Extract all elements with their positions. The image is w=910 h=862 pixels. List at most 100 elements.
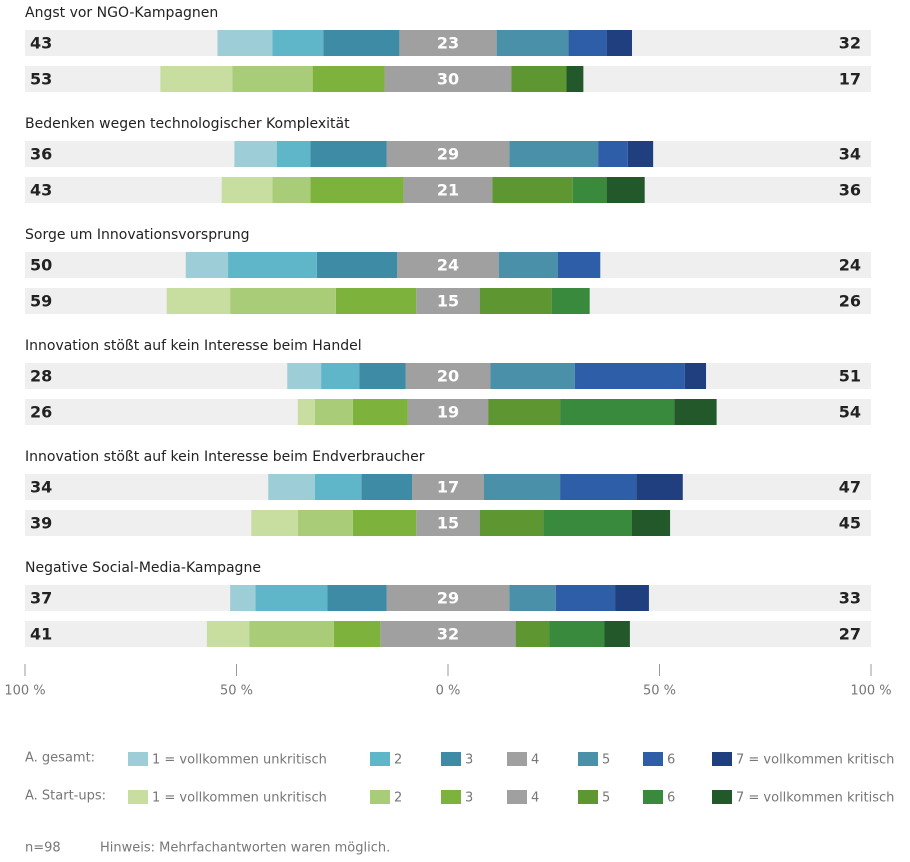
legend-label: 6 [667,791,675,806]
bar-segment [515,621,550,647]
right-total: 32 [839,34,861,53]
neutral-label: 19 [437,403,459,422]
bar-segment [287,363,322,389]
bar-segment [572,177,607,203]
neutral-label: 17 [437,478,459,497]
category-title: Sorge um Innovationsvorsprung [25,227,249,243]
bar-segment [555,585,616,611]
bar-segment [483,474,561,500]
right-total: 54 [839,403,861,422]
legend-swatch [712,752,732,766]
bar-segment [416,510,480,536]
bar-segment [560,399,675,425]
bar-segment [551,288,590,314]
bar-segment [276,141,311,167]
bar-segment [314,474,362,500]
bar-segment [488,399,561,425]
legend-label: 2 [394,753,402,768]
neutral-label: 15 [437,514,459,533]
bar-segment [498,252,558,278]
neutral-label: 15 [437,292,459,311]
bar-segment [496,30,569,56]
right-total: 34 [839,145,861,164]
category-title: Negative Social-Media-Kampagne [25,560,261,576]
bar-segment [221,177,273,203]
x-tick-label: 100 % [850,684,891,699]
bar-segment [386,141,510,167]
bar-segment [674,399,717,425]
bar-segment [232,66,313,92]
left-total: 28 [30,367,52,386]
left-total: 36 [30,145,52,164]
legend-swatch [370,790,390,804]
bar-segment [323,30,400,56]
neutral-label: 29 [437,589,459,608]
bar-segment [310,141,387,167]
left-total: 43 [30,181,52,200]
bar-segment [479,288,552,314]
bar-segment [566,66,584,92]
neutral-label: 29 [437,145,459,164]
bar-segment [297,510,353,536]
legend-group: A. gesamt: [25,751,95,766]
legend-group: A. Start-ups: [25,789,106,804]
bar-segment [543,510,633,536]
neutral-label: 30 [437,70,459,89]
bar-segment [574,363,685,389]
left-total: 41 [30,625,52,644]
legend-label: 1 = vollkommen unkritisch [152,791,327,806]
bar-segment [361,474,413,500]
right-total: 36 [839,181,861,200]
neutral-label: 23 [437,34,459,53]
x-tick-label: 100 % [4,684,45,699]
bar-segment [327,585,387,611]
legend-swatch [128,752,148,766]
bar-segment [492,177,573,203]
legend-label: 5 [602,753,610,768]
bar-segment [509,585,556,611]
legend-swatch [370,752,390,766]
bar-segment [380,621,516,647]
bar-segment [557,252,601,278]
legend-swatch [441,752,461,766]
legend-swatch [128,790,148,804]
bar-segment [412,474,484,500]
x-tick-label: 50 % [643,684,676,699]
bar-segment [636,474,683,500]
bar-segment [297,399,315,425]
right-total: 33 [839,589,861,608]
category-title: Innovation stößt auf kein Interesse beim… [25,338,362,354]
neutral-label: 24 [437,256,459,275]
bar-segment [615,585,649,611]
legend-label: 2 [394,791,402,806]
bar-segment [206,621,250,647]
bar-segment [272,30,324,56]
category-title: Innovation stößt auf kein Interesse beim… [25,449,425,465]
bar-segment [403,177,493,203]
right-total: 17 [839,70,861,89]
legend-swatch [578,752,598,766]
bar-segment [560,474,637,500]
bar-segment [185,252,229,278]
bar-segment [335,288,417,314]
left-total: 50 [30,256,52,275]
neutral-label: 20 [437,367,459,386]
bar-segment [386,585,510,611]
bar-segment [684,363,707,389]
bar-segment [310,177,404,203]
bar-segment [606,177,645,203]
bar-segment [255,585,328,611]
right-total: 24 [839,256,861,275]
bar-segment [359,363,406,389]
bar-segment [316,252,398,278]
bar-segment [321,363,360,389]
legend-swatch [578,790,598,804]
bar-segment [604,621,630,647]
right-total: 27 [839,625,861,644]
bar-segment [407,399,489,425]
bar-segment [352,399,408,425]
bar-segment [606,30,633,56]
legend-swatch [712,790,732,804]
bar-segment [230,288,336,314]
bar-segment [166,288,231,314]
